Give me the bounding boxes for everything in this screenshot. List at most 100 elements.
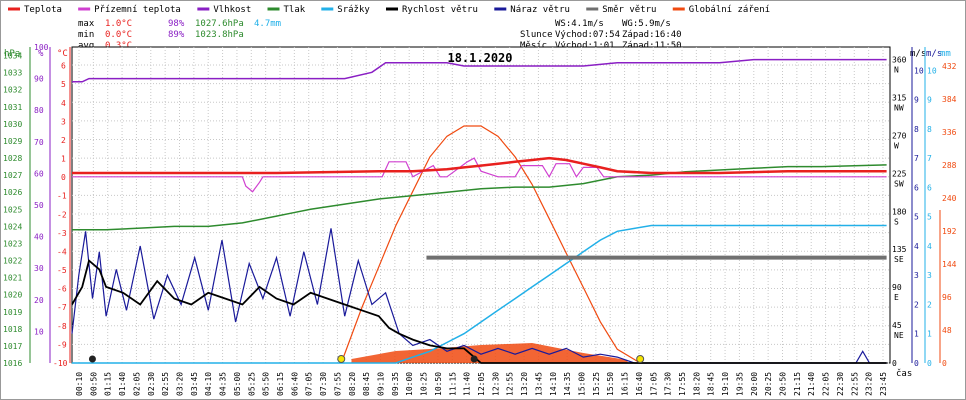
x-axis-label: čas [896, 368, 912, 379]
hpa-tick-1: 1017 [3, 342, 22, 351]
series-wind-gust [71, 228, 887, 364]
sunrise-time: Východ:07:54 [555, 30, 620, 40]
humidity-tick-1: 20 [34, 296, 44, 305]
legend-label-5: Rychlost větru [402, 5, 478, 15]
x-tick-12: 05:25 [247, 372, 256, 396]
direction-tick-1: 45 [892, 321, 902, 330]
stats-avg-temp: 0.3°C [105, 41, 132, 51]
hpa-tick-9: 1025 [3, 205, 22, 214]
stats-rain-total: 4.7mm [254, 19, 281, 29]
x-tick-4: 02:05 [132, 372, 141, 396]
axis-unit-wind: m/s [926, 49, 942, 59]
temp-tick-4: -6 [57, 285, 67, 294]
legend-label-8: Globální záření [689, 5, 770, 15]
stats-max-pressure: 1027.6hPa [195, 19, 244, 29]
x-tick-11: 05:00 [233, 372, 242, 396]
stats-max-humidity: 98% [168, 19, 185, 29]
solar-tick-5: 240 [942, 194, 957, 203]
hpa-tick-18: 1034 [3, 52, 22, 61]
x-tick-17: 07:30 [319, 372, 328, 396]
x-tick-33: 14:10 [549, 372, 558, 396]
hpa-tick-2: 1018 [3, 325, 22, 334]
hpa-tick-16: 1032 [3, 86, 22, 95]
moonset-time: Západ:11:50 [622, 41, 682, 51]
humidity-tick-4: 50 [34, 201, 44, 210]
hpa-tick-17: 1033 [3, 69, 22, 78]
x-tick-31: 13:20 [520, 372, 529, 396]
x-tick-42: 17:55 [678, 372, 687, 396]
moon-label: Měsíc [520, 41, 547, 51]
solar-tick-6: 288 [942, 161, 957, 170]
x-tick-13: 05:50 [262, 372, 271, 396]
humidity-tick-6: 70 [34, 138, 44, 147]
humidity-tick-0: 10 [34, 327, 44, 336]
rain-tick-2: 2 [927, 300, 932, 309]
x-tick-38: 16:15 [621, 372, 630, 396]
direction-tick-5: 225 [892, 169, 907, 178]
direction-label-6: W [894, 141, 899, 150]
temp-tick-10: 0 [61, 173, 66, 182]
humidity-tick-9: 100 [34, 43, 49, 52]
x-tick-51: 21:40 [807, 372, 816, 396]
series-solar-radiation [340, 125, 641, 364]
legend-label-6: Náraz větru [510, 5, 570, 15]
temp-tick-6: -4 [57, 247, 67, 256]
x-tick-55: 23:20 [865, 372, 874, 396]
x-tick-6: 02:55 [161, 372, 170, 396]
x-tick-16: 07:05 [305, 372, 314, 396]
axis-unit-temp: °C [57, 49, 68, 59]
axis-unit-hpa: hPa [4, 49, 20, 59]
solar-tick-9: 432 [942, 62, 957, 71]
direction-label-4: S [894, 217, 899, 226]
moonrise-marker [88, 355, 96, 363]
x-tick-30: 12:55 [506, 372, 515, 396]
wind-speed-info: WS:4.1m/s [555, 19, 604, 29]
wind-tick-4: 4 [914, 242, 919, 251]
legend-label-0: Teplota [24, 5, 62, 15]
temp-tick-2: -8 [57, 322, 67, 331]
x-tick-1: 00:50 [89, 372, 98, 396]
direction-label-3: SE [894, 255, 904, 264]
axis-unit-humidity: % [38, 49, 44, 59]
direction-tick-7: 315 [892, 94, 907, 103]
stats-min-humidity: 89% [168, 30, 185, 40]
legend-label-2: Vlhkost [213, 5, 251, 15]
wind-tick-0: 0 [914, 359, 919, 368]
x-tick-18: 07:55 [333, 372, 342, 396]
x-tick-53: 22:30 [836, 372, 845, 396]
legend-label-3: Tlak [284, 5, 306, 15]
humidity-tick-7: 80 [34, 106, 44, 115]
direction-label-2: E [894, 293, 899, 302]
direction-tick-8: 360 [892, 56, 907, 65]
solar-area-fill [351, 343, 628, 363]
temp-tick-12: 2 [61, 136, 66, 145]
rain-tick-4: 4 [927, 242, 932, 251]
solar-tick-4: 192 [942, 227, 957, 236]
stats-min-temp: 0.0°C [105, 30, 132, 40]
x-tick-22: 09:35 [391, 372, 400, 396]
x-tick-35: 15:00 [578, 372, 587, 396]
x-tick-15: 06:40 [290, 372, 299, 396]
series-ground-temp [72, 157, 887, 193]
hpa-tick-10: 1026 [3, 188, 22, 197]
x-tick-43: 18:20 [692, 372, 701, 396]
temp-tick-13: 3 [61, 117, 66, 126]
x-tick-40: 17:05 [649, 372, 658, 396]
direction-tick-2: 90 [892, 283, 902, 292]
stats-max-label: max [78, 19, 95, 29]
series-temperature [72, 156, 887, 175]
stats-min-label: min [78, 30, 94, 40]
direction-tick-4: 180 [892, 207, 907, 216]
humidity-tick-8: 90 [34, 75, 44, 84]
x-tick-45: 19:10 [721, 372, 730, 396]
x-tick-37: 15:50 [606, 372, 615, 396]
legend-label-1: Přízemní teplota [94, 5, 181, 15]
x-tick-19: 08:20 [348, 372, 357, 396]
temp-tick-14: 4 [61, 99, 66, 108]
sunset-time: Západ:16:40 [622, 30, 682, 40]
x-tick-24: 10:25 [420, 372, 429, 396]
x-tick-7: 03:20 [176, 372, 185, 396]
legend-label-7: Směr větru [602, 5, 656, 15]
